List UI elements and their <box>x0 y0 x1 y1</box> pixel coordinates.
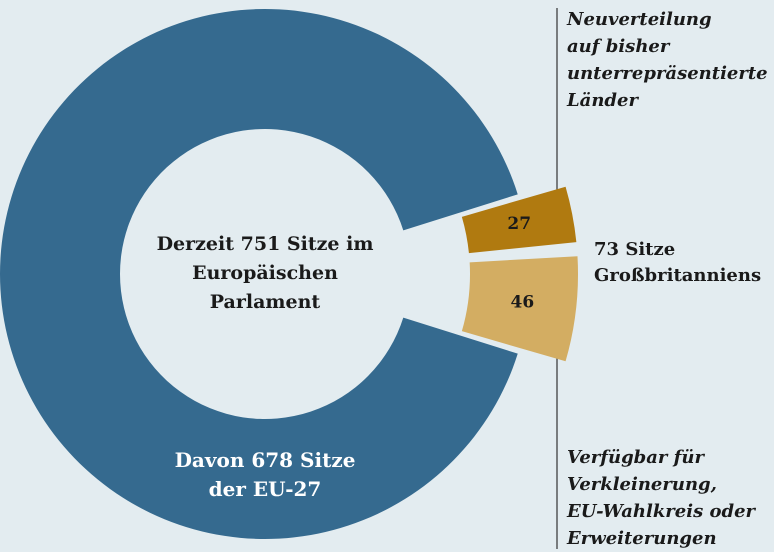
annotation: Neuverteilung auf bisher unterrepräsenti… <box>567 9 768 111</box>
center-label: Derzeit 751 Sitze im Europäischen Parlam… <box>156 233 374 313</box>
group-label: 73 Sitze Großbritanniens <box>594 239 762 286</box>
segment <box>461 186 577 254</box>
segment <box>0 9 518 540</box>
segment <box>461 256 578 362</box>
value-label: 27 <box>507 214 531 234</box>
annotation: Verfügbar für Verkleinerung, EU-Wahlkrei… <box>567 447 755 549</box>
value-label: 46 <box>511 293 535 313</box>
segment-label: Davon 678 Sitze der EU-27 <box>174 448 356 501</box>
